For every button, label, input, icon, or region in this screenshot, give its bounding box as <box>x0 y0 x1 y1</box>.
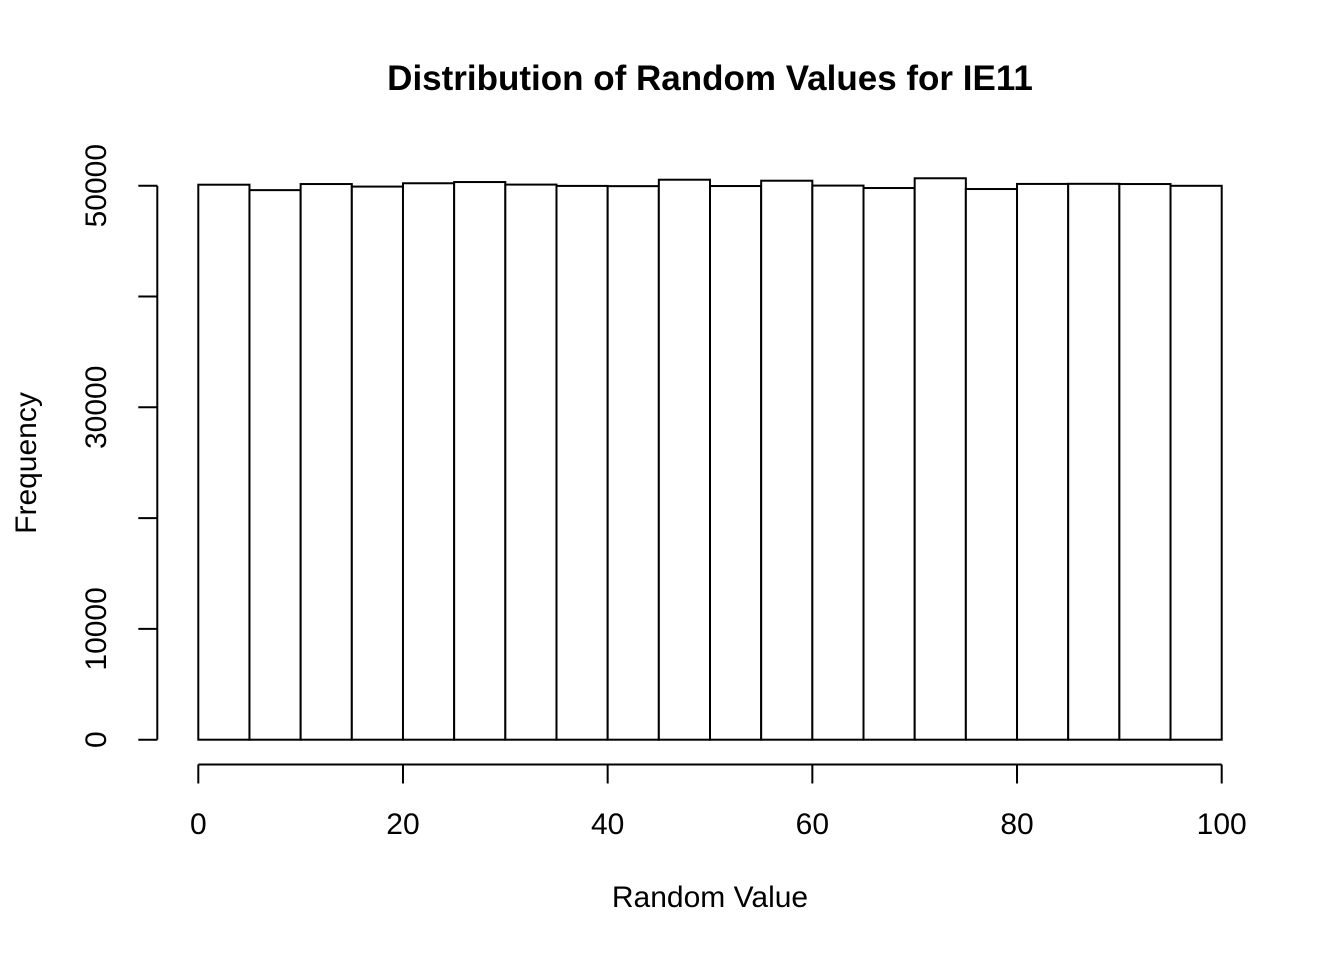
y-tick-label: 0 <box>80 731 113 748</box>
histogram-bar <box>555 184 609 741</box>
histogram-bar <box>1067 182 1121 741</box>
chart-title: Distribution of Random Values for IE11 <box>387 59 1033 98</box>
histogram-bar <box>1016 182 1070 741</box>
histogram-bar <box>709 185 763 741</box>
histogram-bar <box>964 188 1019 741</box>
histogram-bar <box>1169 184 1223 741</box>
histogram-bar <box>197 183 251 741</box>
x-tick-label: 60 <box>796 808 829 841</box>
histogram-bar <box>657 178 712 741</box>
histogram-bar <box>299 183 353 741</box>
histogram-bar <box>1118 183 1172 741</box>
histogram-bar <box>453 181 507 741</box>
histogram-bar <box>401 182 456 741</box>
histogram-bar <box>248 189 302 741</box>
x-axis-title: Random Value <box>611 881 809 914</box>
x-tick-label: 100 <box>1197 808 1247 841</box>
y-tick-label: 30000 <box>80 366 113 449</box>
x-tick-label: 20 <box>386 808 419 841</box>
histogram-bar <box>606 185 660 741</box>
y-tick-label: 50000 <box>80 144 113 227</box>
histogram-bar <box>350 185 404 741</box>
x-tick-label: 80 <box>1000 808 1033 841</box>
histogram-bar <box>862 187 916 741</box>
x-tick-label: 40 <box>591 808 624 841</box>
y-tick-label: 10000 <box>80 587 113 670</box>
histogram-bar <box>811 184 865 741</box>
histogram-bar <box>760 179 814 741</box>
x-tick-label: 0 <box>190 808 207 841</box>
histogram-bar <box>913 177 967 741</box>
histogram-bar <box>504 183 558 741</box>
